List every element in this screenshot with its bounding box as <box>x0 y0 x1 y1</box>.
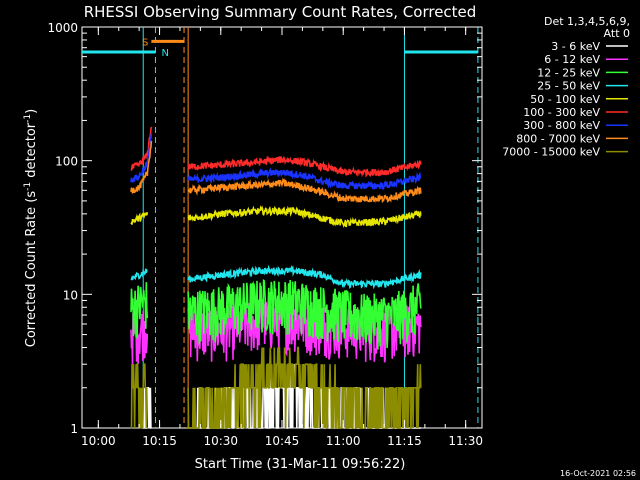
x-tick-label: 11:00 <box>326 434 361 448</box>
series-line-segment <box>187 346 422 429</box>
y-label-part2: detector <box>24 122 39 182</box>
y-label-part1: Corrected Count Rate (s <box>24 191 39 348</box>
legend-entry-label: 800 - 7000 keV <box>516 132 600 145</box>
series-line-segment <box>130 126 153 172</box>
x-axis-label: Start Time (31-Mar-11 09:56:22) <box>195 457 406 472</box>
y-tick-label: 10 <box>63 288 78 302</box>
series-line-segment <box>187 278 422 350</box>
series-line-segment <box>187 167 422 191</box>
series-line-segment <box>187 155 422 178</box>
legend-entry-label: 6 - 12 keV <box>544 53 600 66</box>
y-tick-label: 1 <box>70 422 78 436</box>
series-line-segment <box>130 133 153 183</box>
legend-entry-label: 300 - 800 keV <box>523 119 600 132</box>
x-tick-label: 10:15 <box>142 434 177 448</box>
series-line-segment <box>187 264 422 290</box>
x-tick-label: 11:30 <box>448 434 483 448</box>
flag-label-n: N <box>161 48 168 59</box>
y-tick-label: 1000 <box>47 21 78 35</box>
series-line-segment <box>187 177 422 204</box>
y-label-sup2: -1 <box>23 114 33 123</box>
x-tick-label: 10:45 <box>265 434 300 448</box>
legend-header-line2: Att 0 <box>604 27 630 40</box>
legend-entry-label: 100 - 300 keV <box>523 106 600 119</box>
series-line-segment <box>130 140 153 195</box>
series-line-segment <box>187 204 422 229</box>
series-line-segment <box>130 212 149 225</box>
legend-entry-label: 25 - 50 keV <box>537 80 600 93</box>
series-line-segment <box>130 268 148 281</box>
x-tick-label: 10:00 <box>81 434 116 448</box>
legend-header-line1: Det 1,3,4,5,6,9, <box>544 15 630 28</box>
y-label-part3: ) <box>24 109 39 114</box>
y-tick-label: 100 <box>55 155 78 169</box>
legend-entry-label: 50 - 100 keV <box>530 93 600 106</box>
plot-area: SN <box>81 26 483 429</box>
axis-ticks: 10:00 10:15 10:30 10:45 11:00 11:15 11:30 1 10 10… <box>47 21 483 448</box>
y-axis-label: Corrected Count Rate (s-1 detector-1) <box>23 109 39 347</box>
legend-entry-label: 3 - 6 keV <box>551 40 600 53</box>
legend-entry-label: 12 - 25 keV <box>537 66 600 79</box>
x-tick-label: 10:30 <box>203 434 238 448</box>
chart-title: RHESSI Observing Summary Count Rates, Co… <box>84 3 477 21</box>
y-label-sup1: -1 <box>23 182 33 191</box>
legend-entry-label: 7000 - 15000 keV <box>502 146 600 159</box>
timestamp: 16-Oct-2021 02:56 <box>560 469 636 478</box>
x-tick-label: 11:15 <box>387 434 422 448</box>
series-line-segment <box>130 282 149 339</box>
flag-label-s: S <box>142 37 148 48</box>
